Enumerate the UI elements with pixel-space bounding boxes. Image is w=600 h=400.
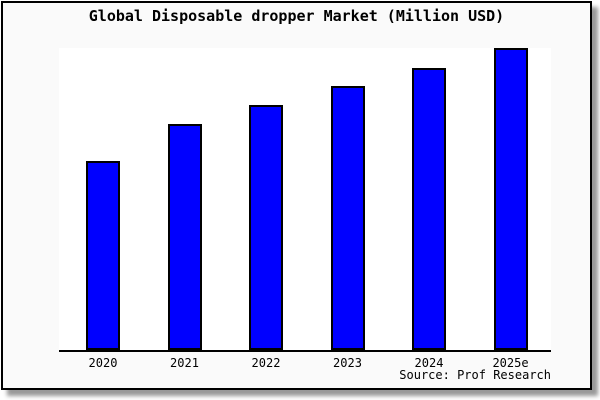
- x-tick-label-2020: 2020: [88, 356, 118, 370]
- source-credit: Source: Prof Research: [399, 368, 551, 382]
- x-tick-label-2025e: 2025e: [492, 356, 529, 370]
- x-tick-label-2021: 2021: [170, 356, 199, 370]
- x-tick-label-2024: 2024: [414, 356, 444, 370]
- bar-2022: [249, 105, 283, 350]
- bar-2021: [167, 124, 202, 350]
- plot-area: [59, 48, 551, 350]
- bar-2025e: [493, 48, 528, 350]
- chart-title: Global Disposable dropper Market (Millio…: [88, 7, 505, 25]
- x-tick-label-2022: 2022: [251, 356, 281, 370]
- x-axis-line: [59, 350, 551, 352]
- x-tick-label-2023: 2023: [333, 356, 362, 370]
- bar-2020: [86, 161, 120, 350]
- x-axis-labels: 2020 2021 2022 2023 2024 2025e: [3, 356, 590, 372]
- bar-2024: [412, 68, 446, 350]
- bar-2023: [330, 86, 365, 350]
- chart-frame: Global Disposable dropper Market (Millio…: [1, 1, 592, 390]
